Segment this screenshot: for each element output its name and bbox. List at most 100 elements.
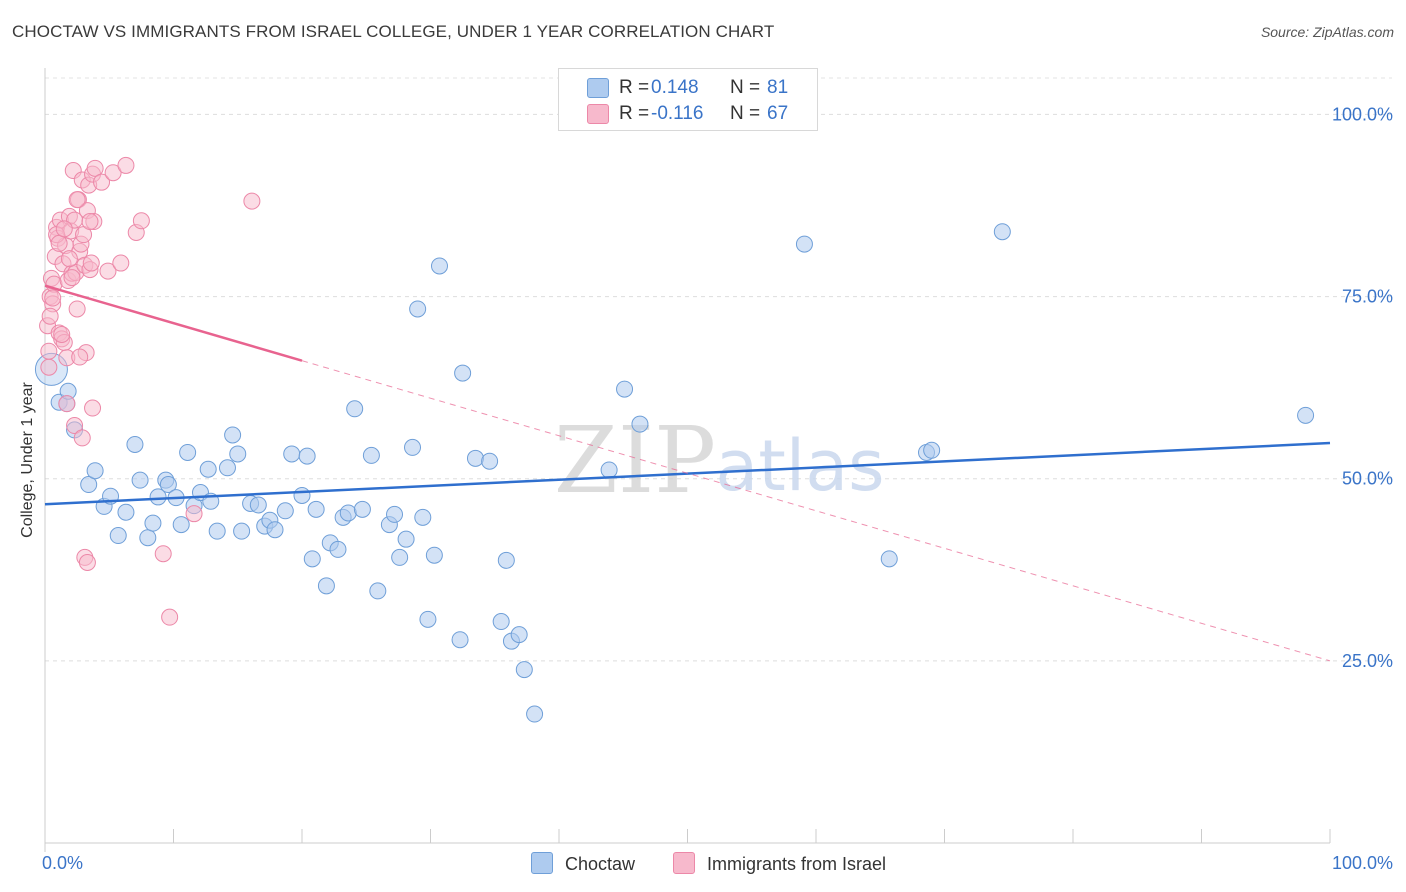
israel-point: [104, 164, 122, 182]
bottom-swatch-israel: [673, 852, 695, 874]
choctaw-point: [430, 257, 448, 275]
choctaw-point: [391, 548, 409, 566]
choctaw-point: [409, 300, 427, 318]
choctaw-point: [218, 459, 236, 477]
israel-point: [71, 348, 89, 366]
choctaw-point: [208, 522, 226, 540]
israel-point: [81, 213, 99, 231]
legend-swatch-israel: [587, 104, 609, 124]
choctaw-point: [454, 364, 472, 382]
choctaw-point: [414, 508, 432, 526]
y-axis-label: College, Under 1 year: [19, 382, 36, 538]
israel-point: [55, 220, 73, 238]
choctaw-point: [329, 540, 347, 558]
legend-r-value: -0.116: [651, 103, 704, 124]
choctaw-point: [631, 415, 649, 433]
choctaw-point: [249, 496, 267, 514]
y-tick-label: 25.0%: [1342, 651, 1393, 671]
bottom-legend-choctaw: Choctaw: [531, 852, 635, 875]
choctaw-point: [404, 438, 422, 456]
legend-r-value: 0.148: [651, 77, 699, 98]
israel-point: [112, 254, 130, 272]
choctaw-point: [353, 500, 371, 518]
choctaw-point: [369, 582, 387, 600]
grid-lines: [45, 77, 1392, 662]
choctaw-point: [397, 530, 415, 548]
israel-point: [161, 608, 179, 626]
israel-point: [50, 234, 68, 252]
choctaw-point: [993, 223, 1011, 241]
choctaw-point: [419, 610, 437, 628]
choctaw-point: [362, 446, 380, 464]
israel-point: [78, 554, 96, 571]
choctaw-point: [339, 504, 357, 522]
choctaw-point: [80, 476, 98, 494]
y-tick-label: 75.0%: [1342, 287, 1393, 307]
israel-point: [82, 254, 100, 272]
choctaw-point: [144, 514, 162, 532]
choctaw-point: [233, 522, 251, 540]
choctaw-point: [303, 550, 321, 568]
choctaw-point: [172, 516, 190, 534]
x-tick-label: 100.0%: [1332, 853, 1393, 873]
y-tick-label: 100.0%: [1332, 104, 1393, 124]
choctaw-point: [317, 577, 335, 595]
israel-point: [68, 300, 86, 318]
choctaw-point: [515, 661, 533, 679]
israel-point: [84, 399, 102, 417]
choctaw-point: [199, 460, 217, 478]
choctaw-point: [109, 527, 127, 545]
israel-point: [154, 545, 172, 563]
legend-n-label: N =: [730, 103, 761, 124]
choctaw-point: [600, 461, 618, 479]
choctaw-point: [307, 500, 325, 518]
bottom-legend-label: Choctaw: [565, 854, 636, 874]
israel-point: [99, 262, 117, 280]
israel-point: [40, 358, 58, 376]
choctaw-point: [298, 447, 316, 465]
choctaw-point: [266, 521, 284, 539]
choctaw-point: [386, 505, 404, 523]
choctaw-point: [1297, 406, 1315, 424]
choctaw-point: [466, 449, 484, 467]
choctaw-point: [346, 400, 364, 418]
israel-point: [66, 417, 84, 435]
choctaw-point: [425, 546, 443, 564]
choctaw-point: [497, 551, 515, 569]
israel-point: [53, 325, 71, 343]
choctaw-point: [526, 705, 544, 723]
choctaw-point: [923, 441, 941, 459]
choctaw-point: [293, 486, 311, 504]
axes: [44, 68, 1331, 852]
israel-trend-line: [44, 284, 303, 362]
choctaw-point: [795, 235, 813, 253]
bottom-swatch-choctaw: [531, 852, 553, 874]
choctaw-point: [159, 476, 177, 494]
choctaw-point: [139, 529, 157, 547]
israel-point: [73, 429, 91, 447]
israel-point: [60, 250, 78, 268]
israel-point: [93, 173, 111, 191]
bottom-legend-israel: Immigrants from Israel: [673, 852, 886, 875]
choctaw-point: [276, 502, 294, 520]
tick-labels: 25.0% 50.0% 75.0% 100.0% 0.0% 100.0%: [42, 104, 1393, 873]
choctaw-point: [229, 445, 247, 463]
israel-point: [40, 342, 58, 360]
israel-point: [41, 307, 59, 325]
choctaw-point: [880, 550, 898, 568]
choctaw-point: [510, 626, 528, 644]
legend-n-label: N =: [730, 77, 761, 98]
choctaw-point: [126, 435, 144, 453]
choctaw-points: [34, 223, 1315, 723]
choctaw-point: [149, 488, 167, 506]
legend-r-label: R =: [619, 77, 650, 98]
israel-point: [117, 156, 135, 174]
trend-lines: [44, 284, 1331, 662]
x-tick-label: 0.0%: [42, 853, 83, 873]
correlation-legend: R = 0.148 N = 81 R = -0.116 N = 67: [558, 68, 818, 131]
israel-point: [44, 289, 62, 307]
legend-swatch-choctaw: [587, 78, 609, 98]
choctaw-point: [117, 503, 135, 521]
choctaw-point: [86, 462, 104, 480]
